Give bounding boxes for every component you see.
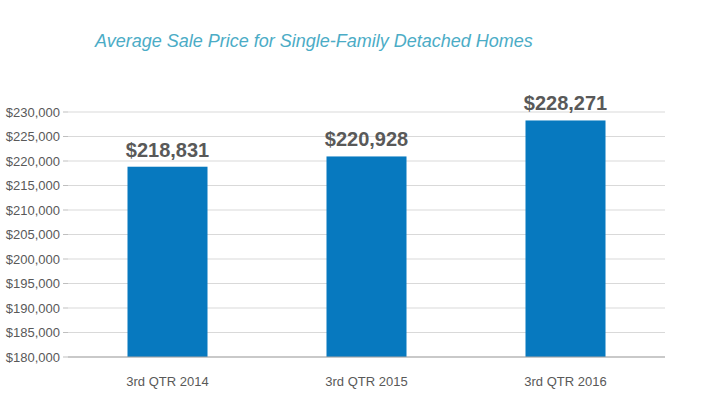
y-tick-label: $225,000 xyxy=(6,129,60,144)
data-label: $228,271 xyxy=(524,92,607,114)
tick-mark xyxy=(63,283,68,284)
tick-mark xyxy=(63,112,68,113)
y-tick-label: $195,000 xyxy=(6,276,60,291)
tick-mark xyxy=(63,136,68,137)
x-axis-line xyxy=(68,357,665,358)
x-tick-label: 3rd QTR 2014 xyxy=(126,374,208,389)
y-tick-label: $200,000 xyxy=(6,252,60,267)
bar xyxy=(128,167,208,357)
x-tick-label: 3rd QTR 2016 xyxy=(524,374,606,389)
y-tick-label: $230,000 xyxy=(6,105,60,120)
x-tick-label: 3rd QTR 2015 xyxy=(325,374,407,389)
bar xyxy=(327,156,407,357)
tick-mark xyxy=(63,259,68,260)
y-tick-label: $210,000 xyxy=(6,203,60,218)
y-tick-label: $185,000 xyxy=(6,325,60,340)
data-label: $218,831 xyxy=(126,139,209,161)
chart-svg: Average Sale Price for Single-Family Det… xyxy=(0,0,722,406)
tick-mark xyxy=(63,161,68,162)
bar xyxy=(526,120,606,357)
tick-mark xyxy=(63,308,68,309)
tick-mark xyxy=(63,357,68,358)
tick-mark xyxy=(63,210,68,211)
chart-title: Average Sale Price for Single-Family Det… xyxy=(94,31,533,51)
data-label: $220,928 xyxy=(325,128,408,150)
chart-container: Average Sale Price for Single-Family Det… xyxy=(0,0,722,406)
tick-mark xyxy=(63,234,68,235)
y-tick-label: $215,000 xyxy=(6,178,60,193)
y-tick-label: $180,000 xyxy=(6,350,60,365)
y-tick-label: $205,000 xyxy=(6,227,60,242)
y-tick-label: $220,000 xyxy=(6,154,60,169)
tick-mark xyxy=(63,332,68,333)
y-tick-label: $190,000 xyxy=(6,301,60,316)
tick-mark xyxy=(63,185,68,186)
grid-line xyxy=(68,357,665,358)
grid xyxy=(63,112,665,357)
